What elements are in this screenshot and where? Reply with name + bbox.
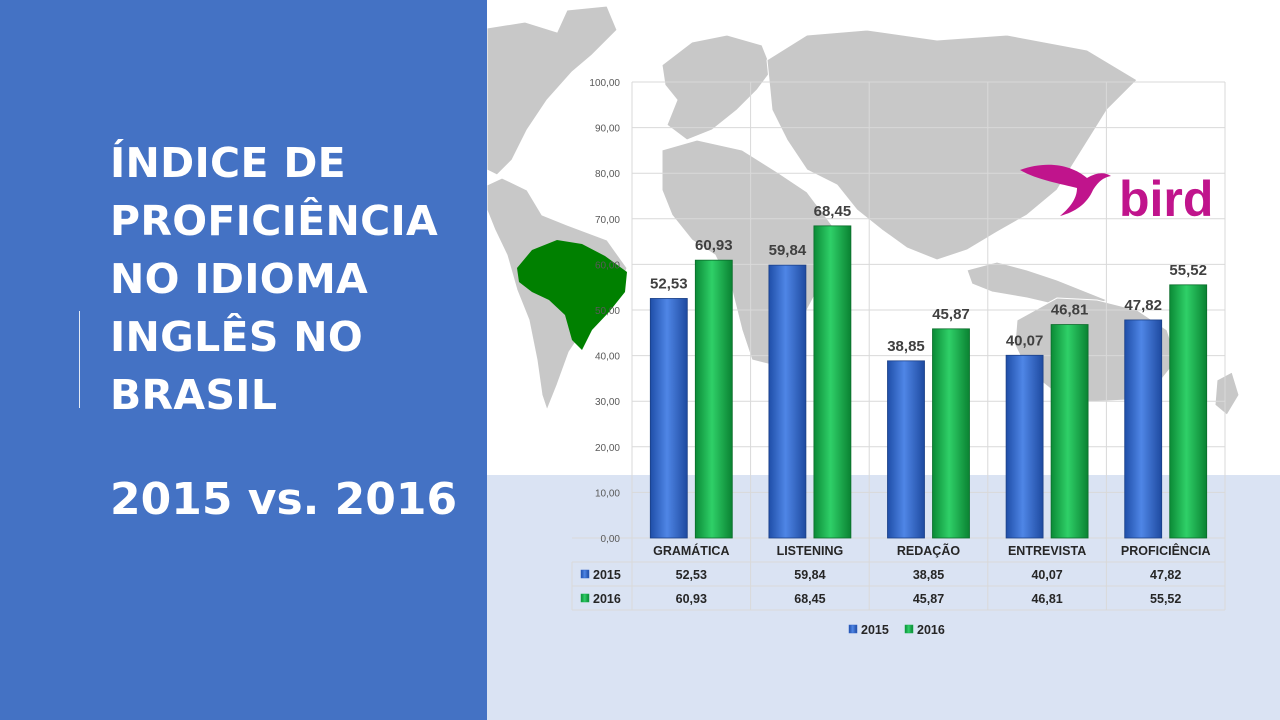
table-cell: 40,07	[1031, 568, 1062, 582]
y-tick-label: 100,00	[589, 78, 620, 89]
x-category-label: ENTREVISTA	[1008, 544, 1086, 558]
bar-2016-entrevista	[1050, 324, 1089, 539]
y-tick-label: 0,00	[601, 534, 621, 545]
table-cell: 45,87	[913, 592, 944, 606]
data-label: 46,81	[1051, 302, 1089, 319]
data-label: 40,07	[1006, 332, 1044, 349]
x-category-label: PROFICIÊNCIA	[1121, 543, 1211, 558]
chart-legend: 2015 2016	[848, 623, 945, 637]
table-cell: 60,93	[676, 592, 707, 606]
legend-key	[904, 624, 914, 634]
slide-subtitle: 2015 vs. 2016	[110, 474, 458, 525]
table-series-label: 2016	[593, 592, 621, 606]
x-category-label: REDAÇÃO	[897, 543, 960, 558]
data-table: GRAMÁTICA 52,53 60,93 LISTENING 59,84 68,45 RE…	[580, 543, 1211, 606]
table-cell: 47,82	[1150, 568, 1181, 582]
table-series-key	[580, 593, 590, 603]
y-tick-label: 90,00	[595, 124, 620, 135]
table-series-key	[580, 569, 590, 579]
data-label: 59,84	[769, 242, 807, 259]
table-cell: 52,53	[676, 568, 707, 582]
y-tick-label: 50,00	[595, 306, 620, 317]
y-tick-label: 60,00	[595, 260, 620, 271]
legend-label: 2016	[917, 623, 945, 637]
table-cell: 46,81	[1031, 592, 1062, 606]
y-tick-label: 40,00	[595, 352, 620, 363]
data-label: 47,82	[1124, 297, 1162, 314]
table-cell: 68,45	[794, 592, 825, 606]
data-label: 68,45	[814, 203, 852, 220]
data-label: 38,85	[887, 338, 925, 355]
y-tick-label: 20,00	[595, 443, 620, 454]
bar-2016-gramática	[694, 259, 733, 539]
slide-title: ÍNDICE DE PROFICIÊNCIA NO IDIOMA INGLÊS …	[110, 139, 439, 419]
x-category-label: GRAMÁTICA	[653, 543, 729, 558]
y-tick-label: 70,00	[595, 215, 620, 226]
bar-2015-entrevista	[1005, 354, 1044, 539]
x-category-label: LISTENING	[777, 544, 844, 558]
y-tick-label: 10,00	[595, 488, 620, 499]
data-labels: 52,53 59,84 38,85 40,07 47,82 60,93 68,45 45,87…	[650, 203, 1207, 355]
data-label: 55,52	[1169, 262, 1207, 279]
y-tick-label: 80,00	[595, 169, 620, 180]
bar-2015-gramática	[649, 298, 688, 539]
bar-2015-listening	[768, 264, 807, 539]
bird-logo-text: bird	[1119, 171, 1213, 227]
bar-2016-listening	[813, 225, 852, 539]
table-cell: 38,85	[913, 568, 944, 582]
bar-2015-redação	[887, 360, 925, 539]
table-cell: 55,52	[1150, 592, 1181, 606]
brazil-highlight	[517, 240, 627, 350]
data-label: 45,87	[932, 306, 970, 323]
y-tick-label: 30,00	[595, 397, 620, 408]
data-label: 52,53	[650, 275, 688, 292]
data-label: 60,93	[695, 237, 733, 254]
bar-2015-proficiência	[1124, 319, 1163, 539]
world-map-background	[487, 0, 1280, 720]
bar-2016-redação	[932, 328, 970, 539]
chart-bars	[649, 225, 1208, 539]
table-series-label: 2015	[593, 568, 621, 582]
accent-divider	[79, 311, 80, 408]
bird-icon	[1020, 164, 1111, 216]
bird-logo: bird	[1020, 164, 1213, 227]
table-cell: 59,84	[794, 568, 825, 582]
legend-label: 2015	[861, 623, 889, 637]
bar-2016-proficiência	[1169, 284, 1208, 539]
title-panel	[0, 0, 487, 720]
chart-area: 0,00 10,00 20,00 30,00 40,00 50,00 60,00 70,00 8…	[571, 78, 1226, 637]
legend-key	[848, 624, 858, 634]
y-axis-ticks: 0,00 10,00 20,00 30,00 40,00 50,00 60,00 70,00 8…	[589, 78, 620, 545]
